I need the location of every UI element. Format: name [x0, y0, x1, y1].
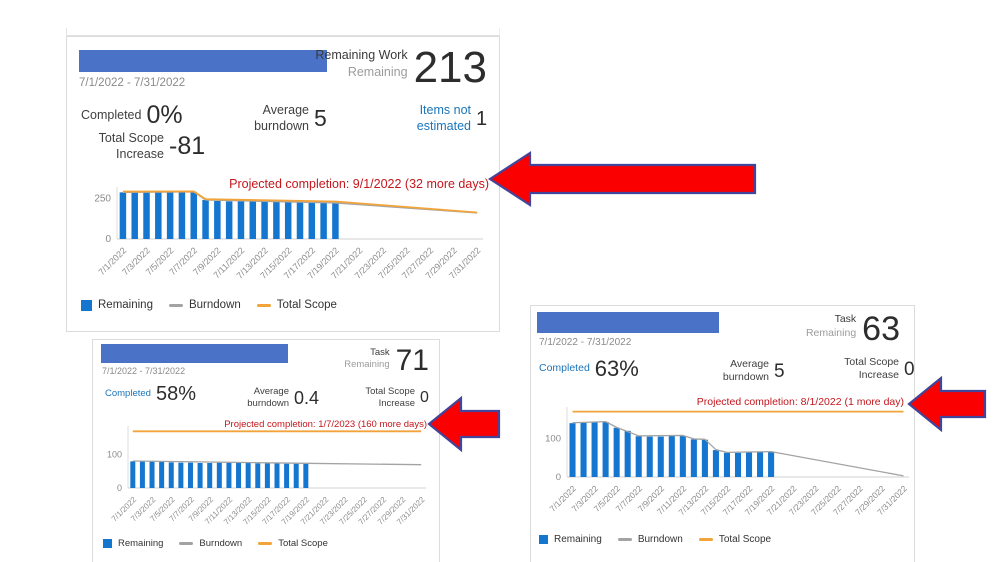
stat-label: Completed: [105, 388, 151, 400]
stat-value: 63%: [594, 356, 639, 381]
projected-completion-text: Projected completion: 8/1/2022 (1 more d…: [696, 396, 904, 408]
stat-label: Average burndown: [254, 103, 309, 133]
red-arrow-callout: [907, 375, 987, 433]
legend-item-burndown: Burndown: [179, 538, 242, 549]
burndown-chart: 02507/1/20227/3/20227/5/20227/7/20227/9/…: [94, 187, 483, 281]
svg-text:250: 250: [94, 193, 111, 204]
legend-label: Total Scope: [718, 534, 772, 545]
stat-value: 5: [774, 360, 785, 382]
burndown-widget-task-63: 7/1/2022 - 7/31/2022 Task Remaining 63 C…: [530, 305, 915, 562]
stat-value: 58%: [155, 383, 196, 405]
legend-item-burndown: Burndown: [617, 534, 683, 545]
metric-value: 213: [413, 43, 487, 92]
stat-total-scope-increase: Total Scope Increase 0: [837, 356, 915, 382]
stat-value: 0%: [146, 101, 183, 129]
legend-item-remaining: Remaining: [539, 534, 602, 545]
legend-label: Total Scope: [278, 538, 328, 549]
sprint-progress-bar: [537, 312, 719, 333]
stat-label: Total Scope Increase: [98, 131, 164, 161]
sprint-progress-bar: [79, 50, 327, 72]
metric-subtitle: Remaining: [805, 326, 857, 339]
primary-metric: Task Remaining 71: [344, 344, 429, 377]
total-scope-line-icon: [258, 542, 273, 545]
legend-label: Burndown: [188, 299, 241, 311]
primary-metric: Remaining Work Remaining 213: [315, 43, 487, 92]
stat-value: 0: [904, 358, 915, 380]
legend-item-remaining: Remaining: [81, 299, 153, 311]
stat-label: Average burndown: [247, 386, 289, 409]
stat-average-burndown: Average burndown 5: [237, 103, 327, 134]
stat-completed: Completed 63%: [539, 358, 639, 380]
items-not-estimated-link[interactable]: Items not estimated: [416, 103, 471, 133]
total-scope-line-icon: [698, 538, 713, 541]
stat-completed: Completed 58%: [105, 384, 196, 404]
stat-value: 0: [420, 388, 429, 406]
date-range: 7/1/2022 - 7/31/2022: [79, 77, 186, 89]
stat-total-scope-increase: Total Scope Increase 0: [355, 386, 429, 410]
metric-subtitle: Remaining: [347, 64, 408, 79]
stat-items-not-estimated[interactable]: Items not estimated 1: [405, 103, 487, 134]
remaining-swatch-icon: [539, 535, 548, 544]
date-range: 7/1/2022 - 7/31/2022: [539, 337, 632, 348]
projected-completion-text: Projected completion: 9/1/2022 (32 more …: [229, 177, 489, 191]
metric-title: Remaining Work: [315, 48, 408, 62]
metric-title: Task: [834, 313, 857, 325]
legend-label: Total Scope: [276, 299, 337, 311]
burndown-widget-task-71: 7/1/2022 - 7/31/2022 Task Remaining 71 C…: [92, 339, 440, 562]
legend-item-total-scope: Total Scope: [698, 534, 772, 545]
legend-item-remaining: Remaining: [103, 538, 163, 549]
legend-label: Remaining: [98, 299, 153, 311]
red-arrow-callout: [487, 150, 757, 208]
burndown-chart: 01007/1/20227/3/20227/5/20227/7/20227/9/…: [545, 407, 909, 517]
remaining-swatch-icon: [103, 539, 112, 548]
legend-item-total-scope: Total Scope: [256, 299, 337, 311]
burndown-line-icon: [617, 538, 632, 541]
legend-label: Burndown: [637, 534, 683, 545]
stat-label: Total Scope Increase: [365, 386, 415, 409]
legend-item-total-scope: Total Scope: [258, 538, 328, 549]
svg-text:100: 100: [545, 434, 561, 445]
legend-item-burndown: Burndown: [168, 299, 241, 311]
stat-total-scope-increase: Total Scope Increase -81: [97, 131, 205, 162]
stat-value: -81: [169, 132, 206, 161]
chart-legend: Remaining Burndown Total Scope: [539, 534, 771, 545]
stat-label: Average burndown: [722, 358, 769, 384]
stat-value: 5: [314, 105, 327, 132]
chart-legend: Remaining Burndown Total Scope: [81, 299, 337, 311]
chart-legend: Remaining Burndown Total Scope: [103, 538, 328, 549]
svg-text:0: 0: [556, 472, 561, 483]
metric-value: 71: [395, 344, 429, 377]
stat-label: Completed: [539, 362, 590, 375]
red-arrow-callout: [427, 395, 501, 453]
svg-text:0: 0: [105, 234, 111, 245]
stat-value: 1: [476, 107, 488, 130]
stat-average-burndown: Average burndown 0.4: [233, 386, 319, 410]
metric-title: Task: [370, 347, 390, 358]
stat-value: 0.4: [294, 387, 320, 408]
legend-label: Burndown: [199, 538, 243, 549]
partial-widget-edge: [66, 28, 500, 36]
stat-label: Completed: [81, 107, 142, 122]
burndown-widget-remaining-work: 7/1/2022 - 7/31/2022 Remaining Work Rema…: [66, 36, 500, 332]
stat-completed: Completed 0%: [81, 103, 183, 128]
burndown-line-icon: [179, 542, 194, 545]
stat-label: Total Scope Increase: [844, 356, 899, 382]
burndown-line-icon: [168, 303, 183, 307]
date-range: 7/1/2022 - 7/31/2022: [102, 366, 186, 376]
stat-average-burndown: Average burndown 5: [701, 358, 785, 384]
projected-completion-text: Projected completion: 1/7/2023 (160 more…: [224, 419, 427, 430]
metric-value: 63: [862, 310, 900, 348]
primary-metric: Task Remaining 63: [805, 310, 900, 348]
legend-label: Remaining: [118, 538, 164, 549]
remaining-swatch-icon: [81, 299, 92, 311]
svg-text:0: 0: [117, 483, 122, 493]
svg-text:100: 100: [107, 450, 122, 460]
metric-subtitle: Remaining: [344, 359, 390, 371]
burndown-chart: 01007/1/20227/3/20227/5/20227/7/20227/9/…: [107, 426, 427, 527]
sprint-progress-bar: [101, 344, 288, 363]
legend-label: Remaining: [554, 534, 602, 545]
total-scope-line-icon: [256, 303, 271, 307]
